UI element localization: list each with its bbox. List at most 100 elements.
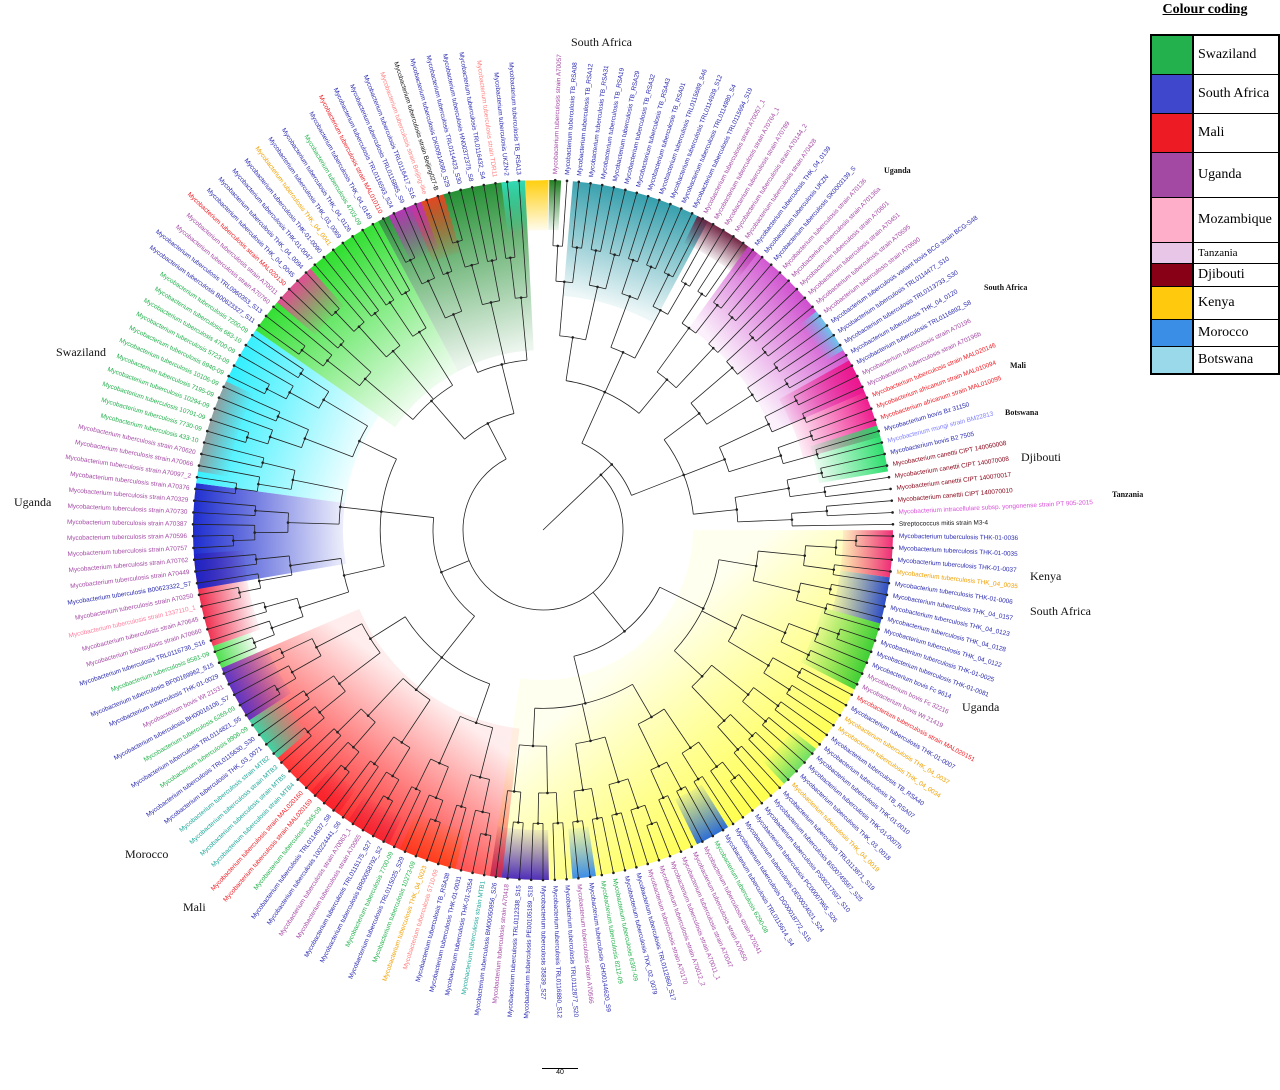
node-dot	[518, 877, 521, 881]
branch-line	[314, 264, 348, 303]
node-dot	[341, 241, 345, 245]
branch-line	[260, 647, 281, 658]
branch-line	[226, 597, 241, 602]
node-dot	[690, 845, 694, 849]
node-dot	[885, 593, 889, 597]
branch-line	[824, 483, 847, 488]
scale-bar: 40	[540, 1068, 580, 1076]
branch-line	[663, 708, 691, 749]
branch-line	[588, 250, 597, 286]
branch-line	[362, 229, 389, 273]
branch-line	[238, 472, 260, 478]
branch-line	[755, 731, 771, 747]
branch-line	[393, 810, 412, 847]
branch-line	[750, 272, 781, 305]
branch-line	[288, 522, 340, 525]
branch-line	[594, 184, 603, 228]
branch-line	[269, 436, 302, 449]
node-dot	[280, 761, 283, 764]
branch-line	[552, 222, 555, 246]
branch-line	[705, 277, 720, 297]
node-dot	[880, 441, 884, 444]
branch-line	[342, 784, 367, 818]
branch-line	[219, 545, 234, 547]
branch-line	[297, 750, 327, 780]
legend-swatch	[1152, 264, 1194, 286]
branch-line	[258, 711, 292, 736]
branch-line	[415, 203, 434, 251]
branch-line	[779, 306, 813, 335]
legend-label: Botswana	[1198, 352, 1254, 367]
node-dot	[646, 862, 650, 866]
branch-line	[262, 462, 296, 471]
branch-line	[304, 438, 353, 458]
node-dot	[425, 858, 429, 862]
node-dot	[272, 305, 275, 309]
branch-line	[234, 503, 256, 507]
branch-line	[495, 183, 503, 233]
branch-line	[691, 686, 725, 721]
node-dot	[470, 185, 474, 189]
branch-line	[396, 267, 411, 291]
branch-line	[717, 726, 739, 750]
node-dot	[313, 263, 317, 266]
node-dot	[541, 878, 545, 882]
branch-line	[637, 266, 652, 300]
branch-line	[620, 812, 627, 832]
leaf-label: Mycobacterium tuberculosis strain A70057	[552, 54, 563, 175]
branch-line	[357, 760, 371, 779]
branch-line	[584, 183, 591, 226]
branch-line	[563, 842, 568, 880]
node-dot	[873, 639, 877, 642]
region-label: South Africa	[571, 35, 633, 49]
branch-line	[245, 701, 269, 716]
node-dot	[711, 834, 715, 838]
branch-line	[769, 745, 797, 772]
region-label: Mali	[1010, 361, 1027, 370]
node-dot	[769, 794, 773, 797]
branch-line	[784, 367, 805, 381]
branch-line	[195, 566, 236, 572]
branch-line	[823, 386, 863, 405]
node-dot	[811, 305, 814, 309]
leaf-label: Mycobacterium tuberculosis TRL0116880_S1…	[551, 886, 562, 1019]
branch-line	[826, 503, 850, 507]
node-dot	[529, 878, 533, 882]
branch-line	[332, 249, 364, 290]
branch-line	[447, 272, 463, 312]
branch-line	[592, 592, 625, 632]
legend-label: Djibouti	[1198, 267, 1245, 282]
branch-line	[252, 334, 286, 358]
node-dot	[261, 461, 264, 464]
branch-line	[742, 280, 789, 328]
clade-wedge	[221, 608, 520, 878]
branch-line	[437, 196, 448, 227]
branch-line	[401, 699, 431, 743]
branch-line	[352, 790, 376, 825]
node-dot	[869, 407, 873, 410]
node-dot	[815, 452, 819, 456]
region-label: Morocco	[125, 847, 168, 861]
branch-line	[682, 218, 704, 257]
branch-line	[201, 453, 241, 464]
branch-line	[772, 297, 806, 327]
branch-line	[289, 392, 320, 409]
node-dot	[790, 518, 794, 521]
node-dot	[361, 228, 364, 232]
branch-line	[426, 199, 444, 247]
branch-line	[255, 412, 277, 422]
branch-line	[786, 693, 804, 706]
branch-line	[711, 664, 749, 695]
leaf-label: Mycobacterium tuberculosis strain A70730	[67, 503, 188, 516]
branch-line	[840, 442, 882, 454]
branch-line	[748, 739, 763, 754]
node-dot	[341, 816, 345, 819]
node-dot	[594, 249, 598, 252]
branch-line	[779, 358, 799, 372]
branch-line	[259, 574, 293, 582]
branch-line	[354, 295, 372, 317]
branch-line	[780, 641, 809, 656]
branch-line	[239, 691, 263, 706]
node-dot	[760, 255, 764, 259]
